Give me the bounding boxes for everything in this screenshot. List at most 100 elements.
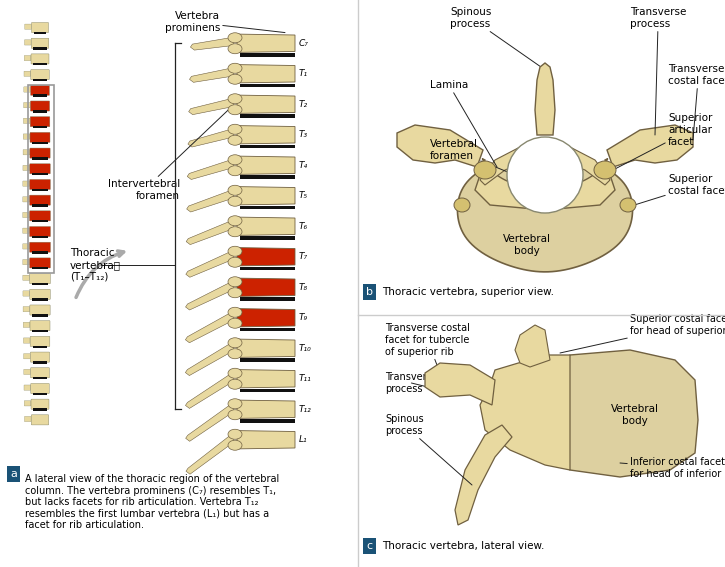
FancyBboxPatch shape [25,40,31,45]
Text: T₇: T₇ [299,252,308,261]
Polygon shape [237,370,295,388]
Text: Transverse
process: Transverse process [630,7,687,135]
Ellipse shape [594,161,616,179]
Bar [240,145,295,148]
Ellipse shape [228,196,242,206]
Bar [32,298,48,301]
Ellipse shape [228,246,242,256]
FancyBboxPatch shape [30,179,50,189]
Polygon shape [455,425,512,525]
Bar [33,63,47,65]
Text: Spinous
process: Spinous process [450,7,541,67]
Ellipse shape [228,216,242,226]
Text: T₄: T₄ [299,161,308,170]
FancyBboxPatch shape [23,307,30,312]
Polygon shape [480,355,570,470]
Polygon shape [237,430,295,449]
Bar [240,328,295,331]
Bar [32,267,48,269]
Polygon shape [186,403,234,441]
Text: C₇: C₇ [299,39,309,48]
Ellipse shape [228,74,242,84]
Polygon shape [237,156,295,175]
Text: Transverse
process: Transverse process [385,372,440,394]
FancyBboxPatch shape [30,117,50,127]
Bar [33,79,47,81]
FancyBboxPatch shape [24,56,31,61]
Text: c: c [366,541,372,551]
Polygon shape [237,278,295,297]
Text: T₁₂: T₁₂ [299,405,312,414]
FancyBboxPatch shape [22,260,29,265]
FancyBboxPatch shape [30,336,50,346]
FancyBboxPatch shape [31,23,49,32]
Bar [33,126,47,128]
Polygon shape [186,281,234,310]
FancyBboxPatch shape [23,166,30,171]
Ellipse shape [228,429,242,439]
Ellipse shape [474,161,496,179]
Ellipse shape [228,136,242,145]
Bar [32,251,48,254]
FancyBboxPatch shape [30,85,49,95]
Bar [33,32,46,34]
Ellipse shape [228,287,242,298]
FancyBboxPatch shape [22,181,30,187]
Polygon shape [237,187,295,205]
FancyBboxPatch shape [30,211,51,221]
Bar [32,220,48,222]
FancyBboxPatch shape [31,54,49,64]
Bar [240,175,295,179]
Ellipse shape [228,155,242,165]
Ellipse shape [228,166,242,176]
FancyBboxPatch shape [30,383,49,393]
FancyBboxPatch shape [30,195,51,205]
Ellipse shape [228,94,242,104]
Text: Thoracic
vertebraे
(T₁–T₁₂): Thoracic vertebraे (T₁–T₁₂) [70,248,121,282]
Ellipse shape [620,198,636,212]
Bar [240,358,295,362]
Text: Thoracic vertebra, superior view.: Thoracic vertebra, superior view. [382,287,554,297]
Text: T₉: T₉ [299,313,308,322]
FancyBboxPatch shape [22,213,29,218]
Text: Vertebral
body: Vertebral body [503,234,551,256]
Bar [240,297,295,301]
Polygon shape [550,350,698,477]
Text: A lateral view of the thoracic region of the vertebral
column. The vertebra prom: A lateral view of the thoracic region of… [25,474,279,530]
Text: Spinous
process: Spinous process [385,414,472,485]
FancyBboxPatch shape [23,118,30,124]
FancyBboxPatch shape [22,197,29,202]
Polygon shape [237,308,295,327]
FancyBboxPatch shape [24,354,30,359]
Text: a: a [10,469,17,479]
Polygon shape [188,99,234,115]
Ellipse shape [228,257,242,267]
Ellipse shape [228,410,242,420]
Text: T₁₀: T₁₀ [299,344,312,353]
Bar [33,48,46,50]
Text: T₆: T₆ [299,222,308,231]
Polygon shape [189,68,234,82]
FancyBboxPatch shape [30,289,50,299]
FancyBboxPatch shape [30,101,49,111]
FancyBboxPatch shape [30,258,51,268]
FancyBboxPatch shape [30,352,49,362]
FancyBboxPatch shape [30,273,50,284]
Polygon shape [237,126,295,144]
FancyBboxPatch shape [23,150,30,155]
FancyBboxPatch shape [30,226,51,236]
FancyBboxPatch shape [24,87,30,92]
Ellipse shape [228,185,242,195]
Text: Vertebra
prominens: Vertebra prominens [165,11,285,33]
FancyBboxPatch shape [30,368,49,378]
Polygon shape [237,400,295,418]
Text: T₅: T₅ [299,191,308,200]
Text: T₈: T₈ [299,283,308,292]
Text: T₃: T₃ [299,130,308,139]
FancyBboxPatch shape [30,305,50,315]
Bar [33,110,47,112]
FancyBboxPatch shape [24,71,30,77]
Ellipse shape [454,198,470,212]
Text: b: b [366,287,373,297]
Bar [32,283,48,285]
